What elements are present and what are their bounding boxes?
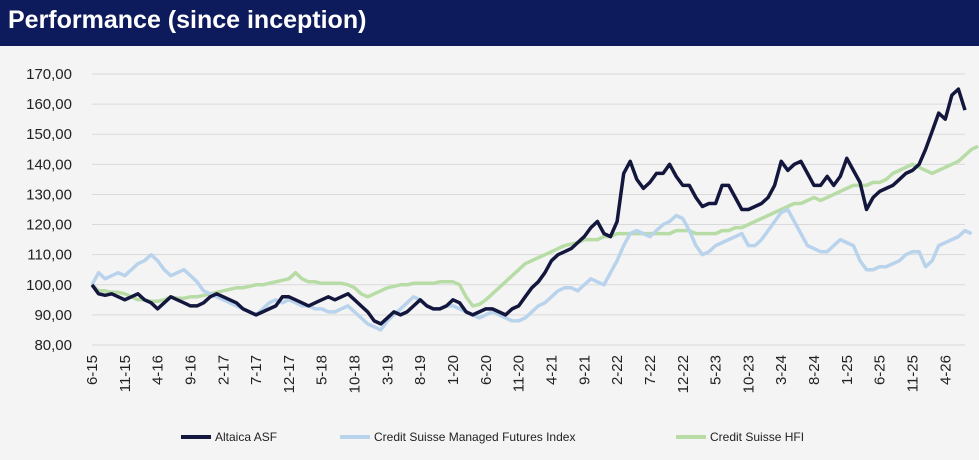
y-tick-label: 130,00 [26, 186, 72, 203]
page-title: Performance (since inception) [8, 6, 367, 34]
y-tick-label: 80,00 [34, 337, 72, 354]
x-tick-label: 10-18 [347, 355, 364, 393]
legend-swatch-cs-mf [340, 435, 370, 439]
x-tick-label: 8-19 [412, 355, 429, 385]
x-tick-label: 5-18 [314, 355, 331, 385]
x-tick-label: 6-15 [84, 355, 101, 385]
x-tick-label: 3-19 [379, 355, 396, 385]
y-tick-label: 140,00 [26, 156, 72, 173]
legend-label-cs-hfi: Credit Suisse HFI [710, 430, 805, 444]
x-tick-label: 8-24 [806, 355, 823, 385]
x-tick-label: 4-21 [543, 355, 560, 385]
x-tick-label: 11-15 [117, 355, 134, 392]
series-line-cs-mf [90, 207, 973, 332]
x-tick-label: 9-16 [182, 355, 199, 385]
x-tick-label: 5-23 [708, 355, 725, 385]
y-tick-label: 150,00 [26, 126, 72, 143]
legend-item-cs-hfi: Credit Suisse HFI [676, 430, 804, 444]
x-tick-label: 12-22 [675, 355, 692, 393]
x-tick-label: 7-22 [642, 355, 659, 385]
x-tick-label: 2-17 [215, 355, 232, 385]
x-tick-label: 9-21 [576, 355, 593, 385]
x-tick-label: 7-17 [248, 355, 265, 385]
x-tick-label: 2-22 [609, 355, 626, 385]
x-tick-label: 1-25 [839, 355, 856, 385]
x-tick-label: 12-17 [281, 355, 298, 393]
performance-chart: 170,00 160,00 150,00 140,00 130,00 120,00 110,… [26, 66, 979, 393]
y-tick-label: 100,00 [26, 277, 72, 294]
x-tick-label: 10-23 [740, 355, 757, 393]
x-tick-label: 3-24 [773, 355, 790, 385]
x-tick-label: 4-26 [937, 355, 954, 385]
legend-label-altaica: Altaica ASF [215, 430, 278, 444]
y-tick-label: 90,00 [34, 307, 72, 324]
chart-panel [0, 46, 979, 460]
y-tick-label: 110,00 [27, 247, 72, 264]
x-tick-label: 4-16 [150, 355, 167, 385]
series-line-altaica [90, 87, 967, 326]
x-tick-label: 6-25 [872, 355, 889, 385]
legend-label-cs-mf: Credit Suisse Managed Futures Index [374, 430, 576, 444]
series-line-cs-hfi [90, 144, 979, 308]
chart-legend: Altaica ASF Credit Suisse Managed Future… [0, 427, 979, 449]
header-bar: Performance (since inception) [0, 0, 979, 46]
x-tick-label: 11-20 [511, 355, 528, 392]
legend-item-altaica: Altaica ASF [181, 430, 277, 444]
legend-swatch-altaica [181, 435, 211, 439]
y-tick-label: 120,00 [26, 217, 72, 234]
x-tick-label: 1-20 [445, 355, 462, 385]
y-tick-label: 170,00 [26, 66, 72, 83]
legend-item-cs-mf: Credit Suisse Managed Futures Index [340, 430, 575, 444]
x-tick-label: 11-25 [904, 355, 921, 392]
legend-swatch-cs-hfi [676, 435, 706, 439]
x-tick-label: 6-20 [478, 355, 495, 385]
y-tick-label: 160,00 [26, 96, 72, 113]
